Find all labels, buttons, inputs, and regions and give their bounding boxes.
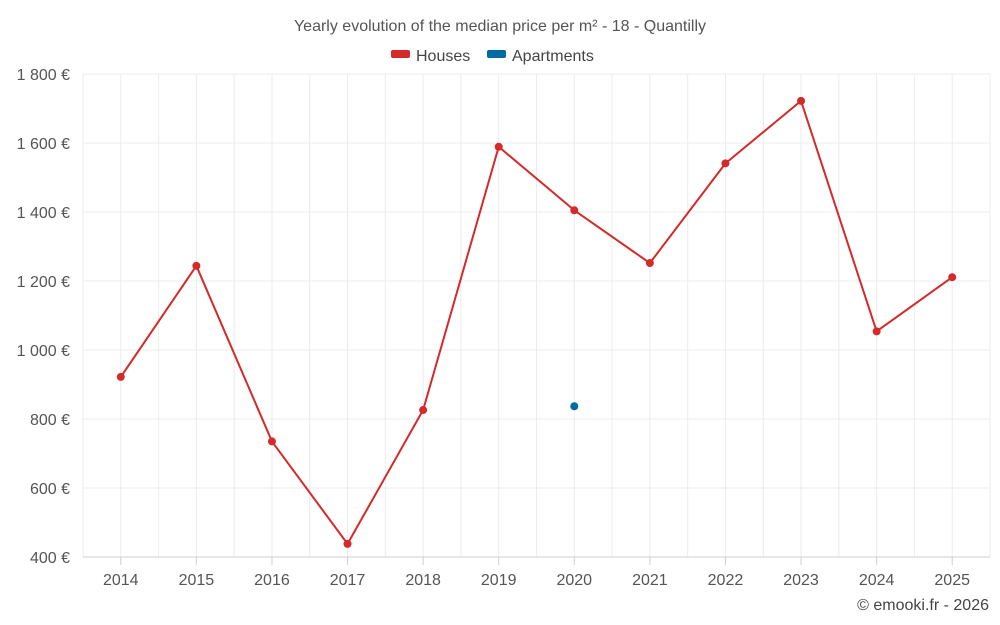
data-point-houses[interactable] bbox=[494, 142, 503, 151]
data-point-houses[interactable] bbox=[948, 273, 957, 282]
legend-swatch-houses bbox=[391, 50, 410, 58]
x-tick-label: 2014 bbox=[103, 572, 139, 589]
x-tick-label: 2020 bbox=[556, 572, 592, 589]
y-tick-label: 600 € bbox=[30, 481, 70, 498]
data-point-houses[interactable] bbox=[116, 372, 125, 381]
y-tick-label: 800 € bbox=[30, 412, 70, 429]
legend: Houses Apartments bbox=[391, 48, 594, 65]
legend-label-apartments: Apartments bbox=[512, 48, 594, 65]
x-tick-label: 2024 bbox=[859, 572, 895, 589]
data-point-houses[interactable] bbox=[192, 261, 201, 270]
y-tick-label: 1 800 € bbox=[17, 67, 70, 84]
legend-item-apartments[interactable]: Apartments bbox=[487, 48, 594, 65]
credit-text: © emooki.fr - 2026 bbox=[857, 597, 989, 614]
y-tick-label: 1 400 € bbox=[17, 205, 70, 222]
data-point-apartments[interactable] bbox=[570, 402, 579, 411]
data-point-houses[interactable] bbox=[645, 259, 654, 268]
legend-label-houses: Houses bbox=[416, 48, 470, 65]
x-tick-label: 2023 bbox=[783, 572, 819, 589]
x-tick-label: 2022 bbox=[708, 572, 744, 589]
legend-swatch-apartments bbox=[487, 50, 506, 58]
data-point-houses[interactable] bbox=[872, 327, 881, 336]
series bbox=[116, 96, 957, 548]
axes: 400 € 600 € 800 € 1 000 € 1 200 € 1 400 € 1 60… bbox=[17, 67, 990, 589]
x-tick-label: 2018 bbox=[405, 572, 441, 589]
data-point-houses[interactable] bbox=[570, 206, 579, 215]
data-point-houses[interactable] bbox=[721, 159, 730, 168]
x-tick-label: 2025 bbox=[934, 572, 970, 589]
y-tick-label: 1 000 € bbox=[17, 343, 70, 360]
data-point-houses[interactable] bbox=[419, 406, 428, 415]
data-point-houses[interactable] bbox=[267, 437, 276, 446]
y-tick-label: 1 200 € bbox=[17, 274, 70, 291]
series-line-houses bbox=[119, 99, 953, 545]
y-tick-label: 1 600 € bbox=[17, 136, 70, 153]
data-point-houses[interactable] bbox=[797, 96, 806, 105]
x-tick-label: 2016 bbox=[254, 572, 290, 589]
chart-title: Yearly evolution of the median price per… bbox=[294, 18, 706, 35]
x-tick-label: 2015 bbox=[179, 572, 215, 589]
x-tick-label: 2019 bbox=[481, 572, 517, 589]
y-tick-label: 400 € bbox=[30, 550, 70, 567]
data-point-houses[interactable] bbox=[343, 539, 352, 548]
x-tick-label: 2017 bbox=[330, 572, 366, 589]
x-tick-label: 2021 bbox=[632, 572, 668, 589]
legend-item-houses[interactable]: Houses bbox=[391, 48, 470, 65]
gridlines bbox=[82, 73, 991, 557]
